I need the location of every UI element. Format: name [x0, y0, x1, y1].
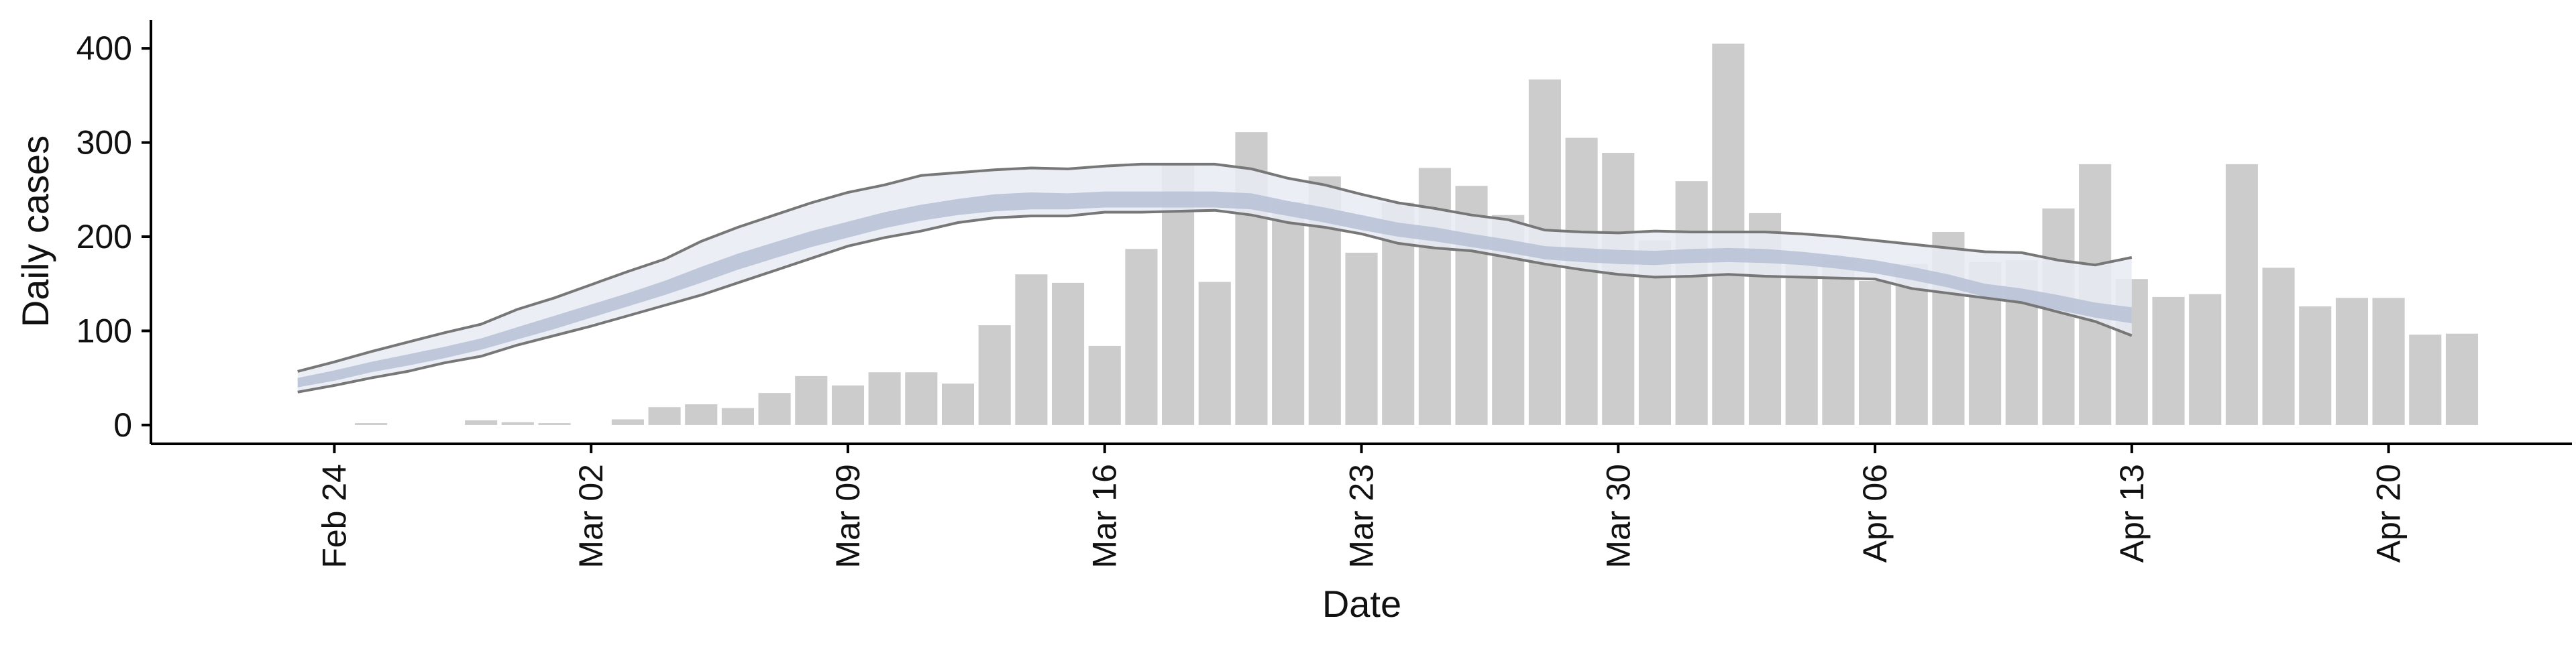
- x-tick-label-2020-03-02: Mar 02: [572, 464, 610, 569]
- bar-2020-03-17: [1125, 249, 1158, 425]
- bar-2020-03-23: [1345, 252, 1378, 425]
- bar-2020-03-14: [1015, 274, 1048, 425]
- y-tick-label-400: 400: [76, 30, 132, 67]
- outer-band-upper-line: [297, 162, 2133, 373]
- bar-2020-03-15: [1051, 282, 1085, 425]
- x-tick-label-2020-04-20: Apr 20: [2370, 464, 2408, 563]
- bar-2020-03-21: [1272, 202, 1305, 425]
- bar-2020-02-29: [501, 422, 534, 425]
- bar-2020-04-04: [1785, 261, 1818, 425]
- y-tick-label-0: 0: [113, 406, 132, 444]
- bar-2020-03-05: [685, 404, 718, 425]
- bar-2020-04-20: [2372, 298, 2405, 425]
- x-tick-label-2020-03-23: Mar 23: [1343, 464, 1381, 569]
- bar-2020-04-05: [1822, 259, 1855, 425]
- x-tick-label-2020-04-13: Apr 13: [2113, 464, 2151, 563]
- bar-2020-04-16: [2225, 164, 2258, 425]
- bar-2020-03-30: [1602, 153, 1635, 425]
- bar-2020-03-19: [1198, 282, 1231, 425]
- y-tick-label-200: 200: [76, 218, 132, 255]
- bar-2020-04-22: [2445, 333, 2479, 425]
- bar-2020-04-01: [1675, 181, 1708, 425]
- x-ticks: Feb 24 Mar 02 Mar 09 Mar 16 Mar 23 Mar 30 Apr …: [315, 444, 2408, 569]
- bar-2020-02-28: [465, 420, 498, 425]
- bar-2020-04-21: [2409, 335, 2442, 425]
- bar-2020-04-15: [2189, 294, 2222, 425]
- x-tick-label-2020-04-06: Apr 06: [1856, 464, 1894, 563]
- y-axis-title: Daily cases: [14, 135, 56, 327]
- bar-2020-03-16: [1088, 345, 1121, 425]
- x-tick-label-2020-03-30: Mar 30: [1599, 464, 1637, 569]
- bar-2020-03-07: [758, 393, 791, 425]
- bar-2020-04-19: [2335, 298, 2368, 425]
- y-ticks: 0 100 200 300 400: [76, 30, 151, 444]
- outer-band-lower-line: [297, 209, 2133, 394]
- x-axis-title: Date: [1322, 583, 1401, 625]
- bar-2020-03-08: [795, 375, 828, 425]
- bar-2020-04-06: [1858, 281, 1892, 425]
- x-tick-label-2020-03-09: Mar 09: [829, 464, 867, 569]
- inner-interval-band: [297, 191, 2132, 388]
- bar-2020-03-01: [538, 423, 571, 425]
- band-layer: [297, 162, 2133, 394]
- bar-2020-03-10: [868, 372, 901, 425]
- y-tick-label-100: 100: [76, 312, 132, 349]
- x-tick-label-2020-02-24: Feb 24: [315, 464, 353, 569]
- bar-2020-04-11: [2042, 208, 2075, 425]
- bar-2020-03-04: [648, 407, 681, 425]
- x-tick-label-2020-03-16: Mar 16: [1086, 464, 1124, 569]
- bar-2020-03-12: [941, 384, 975, 425]
- bar-2020-03-06: [721, 408, 754, 425]
- bar-2020-04-18: [2299, 306, 2332, 425]
- bar-2020-03-11: [905, 372, 938, 425]
- bar-2020-04-17: [2262, 268, 2295, 425]
- bar-2020-03-29: [1565, 137, 1598, 425]
- bar-2020-02-25: [355, 423, 388, 425]
- bar-2020-03-03: [611, 419, 644, 425]
- bar-2020-04-14: [2152, 296, 2185, 425]
- bar-2020-03-13: [978, 325, 1011, 425]
- y-tick-label-300: 300: [76, 124, 132, 162]
- bar-2020-03-09: [831, 385, 865, 425]
